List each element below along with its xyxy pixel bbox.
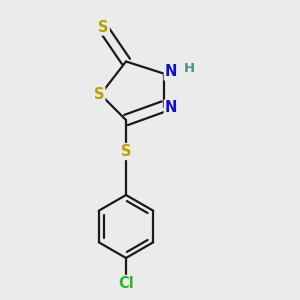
Text: N: N (165, 100, 177, 116)
Text: S: S (94, 87, 104, 102)
Text: N: N (165, 64, 177, 80)
Text: S: S (98, 20, 109, 34)
Text: Cl: Cl (118, 276, 134, 291)
Text: H: H (183, 61, 195, 75)
Text: S: S (121, 144, 131, 159)
